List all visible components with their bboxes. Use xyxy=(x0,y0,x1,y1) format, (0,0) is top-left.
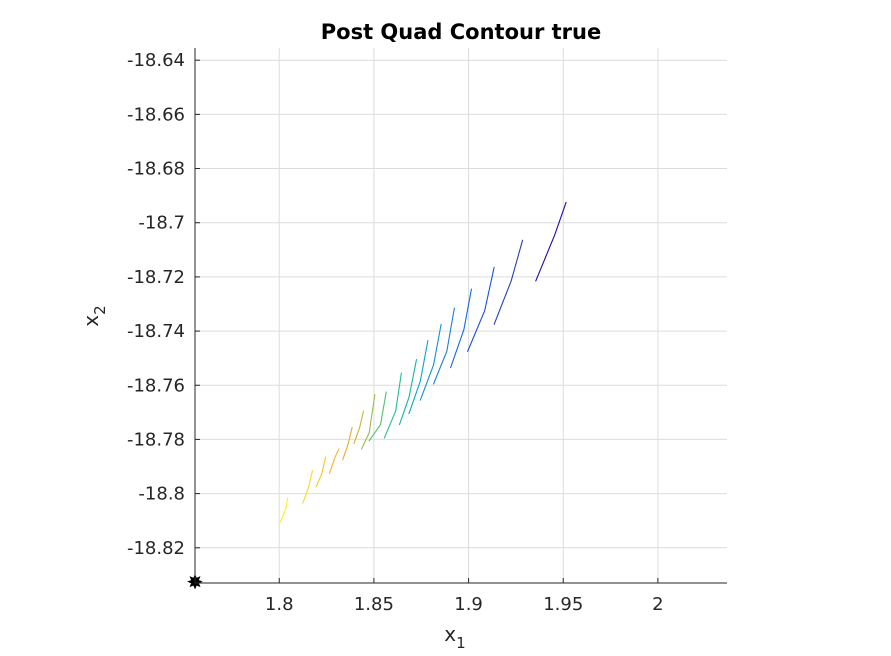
y-tick-label: -18.7 xyxy=(138,213,185,234)
y-tick-label: -18.66 xyxy=(127,104,185,125)
contour-line xyxy=(342,426,353,461)
contour-line xyxy=(279,497,289,523)
x-tick-label: 1.9 xyxy=(454,594,483,615)
y-axis-label: x2 xyxy=(79,305,109,326)
y-tick-label: -18.72 xyxy=(127,267,185,288)
grid-lines xyxy=(195,48,727,583)
contour-line xyxy=(383,372,402,439)
x-axis-label-subscript: 1 xyxy=(456,634,466,652)
x-axis-label-base: x xyxy=(444,622,456,646)
y-tick-label: -18.78 xyxy=(127,429,185,450)
y-axis-label-subscript: 2 xyxy=(91,305,109,315)
contour-line xyxy=(368,391,387,442)
x-tick-label: 1.85 xyxy=(354,594,394,615)
contour-line xyxy=(315,456,327,488)
contour-line xyxy=(493,239,524,325)
contour-line xyxy=(419,323,442,401)
y-axis-label-base: x xyxy=(79,315,103,327)
x-tick-label: 1.8 xyxy=(265,594,294,615)
contour-line xyxy=(398,358,418,426)
contour-line xyxy=(433,307,455,385)
x-axis-label: x1 xyxy=(444,622,465,652)
y-tick-label: -18.82 xyxy=(127,538,185,559)
plot-area xyxy=(195,48,727,583)
contour-line xyxy=(328,448,340,474)
contour-line xyxy=(353,410,365,445)
axis-ticks: 1.8 1.85 1.9 1.95 2 -18.64 -18.66 -18.68 -18.7 -1… xyxy=(127,50,664,615)
y-tick-label: -18.68 xyxy=(127,159,185,180)
contour-line xyxy=(467,266,495,352)
contour-lines xyxy=(279,201,567,523)
chart-title: Post Quad Contour true xyxy=(321,20,601,44)
contour-line xyxy=(535,201,567,282)
y-tick-label: -18.64 xyxy=(127,50,185,71)
x-tick-label: 1.95 xyxy=(543,594,583,615)
y-tick-label: -18.76 xyxy=(127,375,185,396)
y-tick-label: -18.74 xyxy=(127,321,185,342)
contour-line xyxy=(302,470,313,504)
contour-line xyxy=(361,394,376,450)
y-tick-label: -18.8 xyxy=(138,484,185,505)
contour-line xyxy=(408,340,429,415)
x-tick-label: 2 xyxy=(652,594,663,615)
contour-line xyxy=(450,288,472,369)
